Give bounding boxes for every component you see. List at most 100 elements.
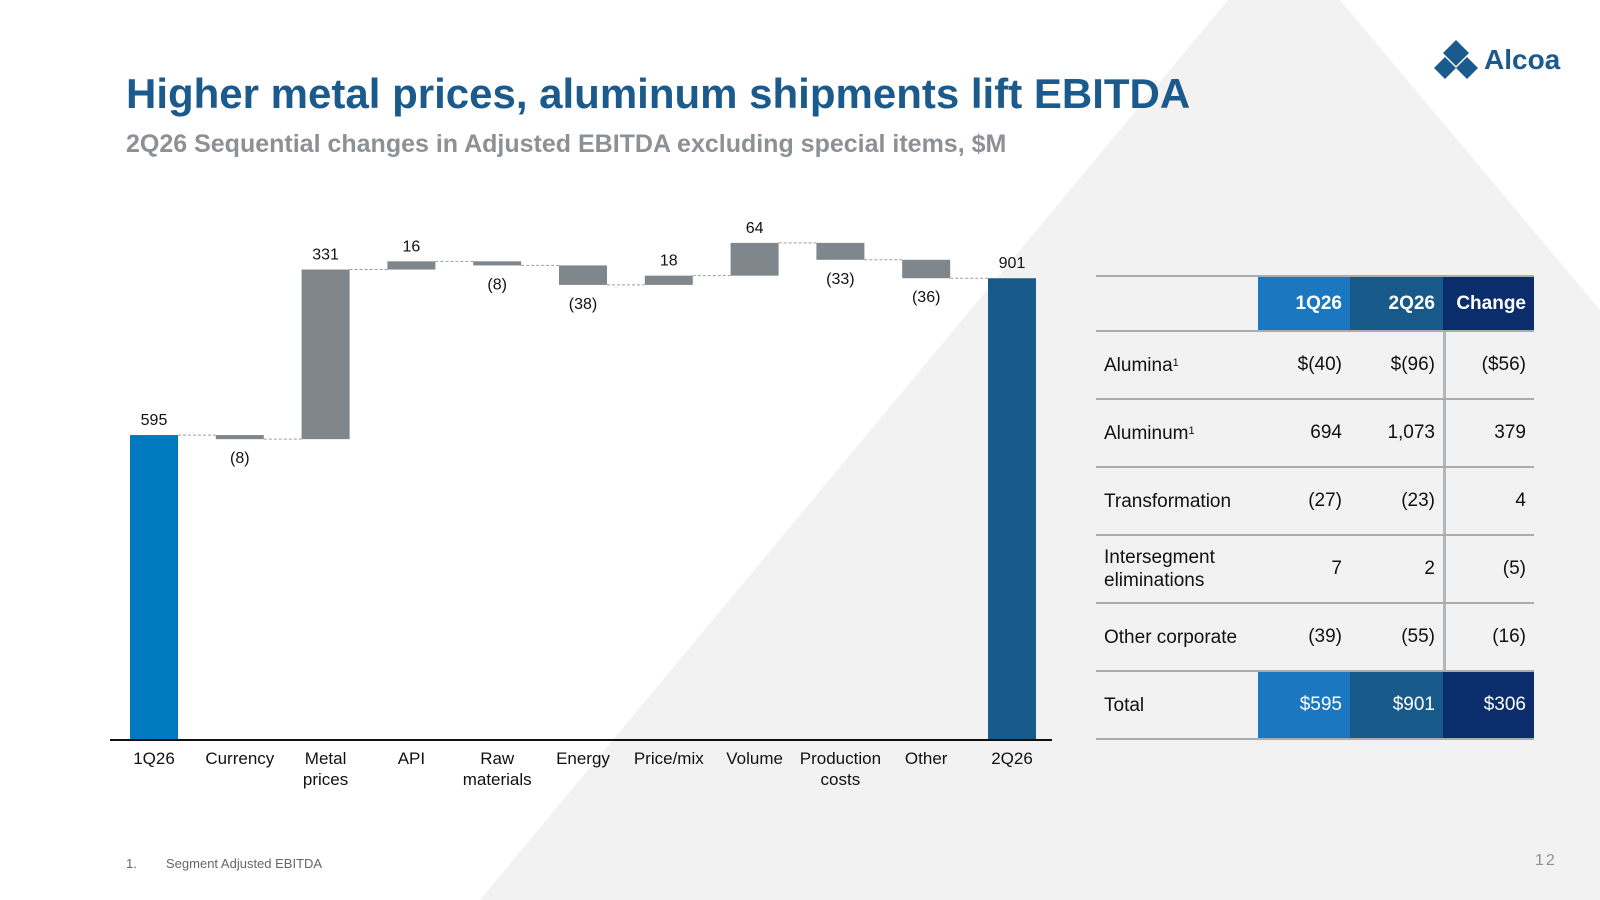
table-top-rule: [1096, 275, 1534, 277]
category-label: Price/mix: [634, 749, 704, 768]
table-total-row: Total $595 $901 $306: [1096, 672, 1534, 738]
row-1q26-value: $(40): [1297, 354, 1342, 375]
category-label-line: Volume: [726, 749, 783, 768]
row-label: Alumina1: [1104, 354, 1179, 376]
category-label-line: prices: [303, 770, 348, 789]
category-label-line: Production: [800, 749, 881, 768]
category-label: Raw materials: [463, 749, 532, 789]
data-label: (38): [569, 296, 597, 313]
table-row: Aluminum1 694 1,073 379: [1096, 400, 1534, 466]
page-title: Higher metal prices, aluminum shipments …: [126, 70, 1191, 117]
data-label: 595: [141, 412, 168, 429]
category-label: Currency: [205, 749, 274, 768]
table-rule: [1096, 398, 1534, 400]
table-row: Transformation (27) (23) 4: [1096, 468, 1534, 534]
category-label-line: Currency: [205, 749, 274, 768]
bar-raw-materials: [473, 261, 522, 266]
connector-lines: [178, 242, 988, 440]
bar-energy: [559, 265, 607, 285]
table-row: Other corporate (39) (55) (16): [1096, 604, 1534, 670]
bar-price-mix: [644, 275, 693, 285]
bar-1q26: [130, 435, 178, 740]
total-change-value: $306: [1443, 672, 1534, 738]
alcoa-logo: Alcoa: [1434, 40, 1574, 84]
table-row: Intersegment eliminations 7 2 (5): [1096, 536, 1534, 602]
row-1q26-value: 7: [1331, 558, 1342, 579]
footnote-marker: 1: [1188, 424, 1195, 437]
total-1q26-value: $595: [1258, 672, 1350, 738]
category-label: Volume: [726, 749, 783, 768]
data-label: 331: [312, 247, 339, 264]
page-number: 12: [1535, 852, 1557, 869]
category-label-line: costs: [821, 770, 861, 789]
bar-volume: [730, 242, 779, 276]
row-change-value: 4: [1443, 468, 1534, 534]
bar-other: [902, 259, 951, 279]
alcoa-diamond-logo-icon: [1434, 40, 1478, 79]
row-2q26-value: (55): [1401, 626, 1435, 647]
category-label: Other: [905, 749, 948, 768]
row-change-value: 379: [1443, 400, 1534, 466]
page-subtitle: 2Q26 Sequential changes in Adjusted EBIT…: [126, 130, 1007, 158]
table-rule: [1096, 670, 1534, 672]
category-label: Energy: [556, 749, 610, 768]
table-rule: [1096, 534, 1534, 536]
data-label: 64: [746, 220, 764, 237]
table-rule: [1096, 602, 1534, 604]
chart-bars: [130, 242, 1036, 740]
table-bottom-rule: [1096, 738, 1534, 740]
row-2q26-value: 2: [1424, 558, 1435, 579]
total-label: Total: [1104, 694, 1145, 716]
row-2q26-value: 1,073: [1387, 422, 1435, 443]
table-rule: [1096, 330, 1534, 332]
footnote-text: Segment Adjusted EBITDA: [166, 856, 323, 871]
row-label: Intersegment eliminations: [1104, 547, 1215, 591]
header-blank: [1096, 277, 1258, 330]
row-1q26-value: 694: [1310, 422, 1342, 443]
bar-api: [387, 261, 436, 270]
data-labels: 595 (8) 331 16 (8) (38) 18 64 (33) (36) 901: [141, 220, 1026, 467]
bar-production-costs: [816, 242, 865, 260]
data-label: 18: [660, 253, 678, 270]
category-label: API: [398, 749, 425, 768]
category-label: 2Q26: [991, 749, 1033, 768]
table-row: Alumina1 $(40) $(96) ($56): [1096, 332, 1534, 398]
row-label: Transformation: [1104, 490, 1232, 512]
table-header-row: 1Q26 2Q26 Change: [1096, 277, 1534, 330]
category-label-line: Raw: [480, 749, 515, 768]
category-label-line: Price/mix: [634, 749, 704, 768]
category-label-line: 2Q26: [991, 749, 1033, 768]
footnote-number: 1.: [126, 856, 137, 871]
category-label-line: Other: [905, 749, 948, 768]
data-label: 901: [999, 255, 1026, 272]
ebitda-waterfall-chart: 595 (8) 331 16 (8) (38) 18 64 (33) (36) 901 1Q26 Cu…: [110, 220, 1052, 789]
data-label: 16: [403, 238, 421, 255]
category-label-line: Metal: [305, 749, 347, 768]
brand-name: Alcoa: [1484, 44, 1561, 75]
data-label: (33): [826, 271, 854, 288]
row-change-value: ($56): [1443, 332, 1534, 398]
category-label-line: Energy: [556, 749, 610, 768]
data-label: (8): [487, 276, 507, 293]
category-label: Metal prices: [303, 749, 348, 789]
bar-2q26: [988, 278, 1036, 740]
category-label-line: materials: [463, 770, 532, 789]
row-1q26-value: (39): [1308, 626, 1342, 647]
total-2q26-value: $901: [1350, 672, 1443, 738]
bar-currency: [215, 435, 264, 440]
row-2q26-value: (23): [1401, 490, 1435, 511]
row-label: Other corporate: [1104, 626, 1238, 648]
table-rule: [1096, 466, 1534, 468]
category-label-line: 1Q26: [133, 749, 175, 768]
category-label: Production costs: [800, 749, 881, 789]
bar-metal-prices: [301, 269, 350, 440]
header-change: Change: [1443, 277, 1534, 330]
data-label: (36): [912, 289, 940, 306]
row-change-value: (5): [1443, 536, 1534, 602]
data-label: (8): [230, 450, 250, 467]
category-label-line: API: [398, 749, 425, 768]
row-1q26-value: (27): [1308, 490, 1342, 511]
header-2q26: 2Q26: [1350, 277, 1443, 330]
category-labels: 1Q26 Currency Metal prices API Raw materials En…: [133, 749, 1033, 789]
header-1q26: 1Q26: [1258, 277, 1350, 330]
